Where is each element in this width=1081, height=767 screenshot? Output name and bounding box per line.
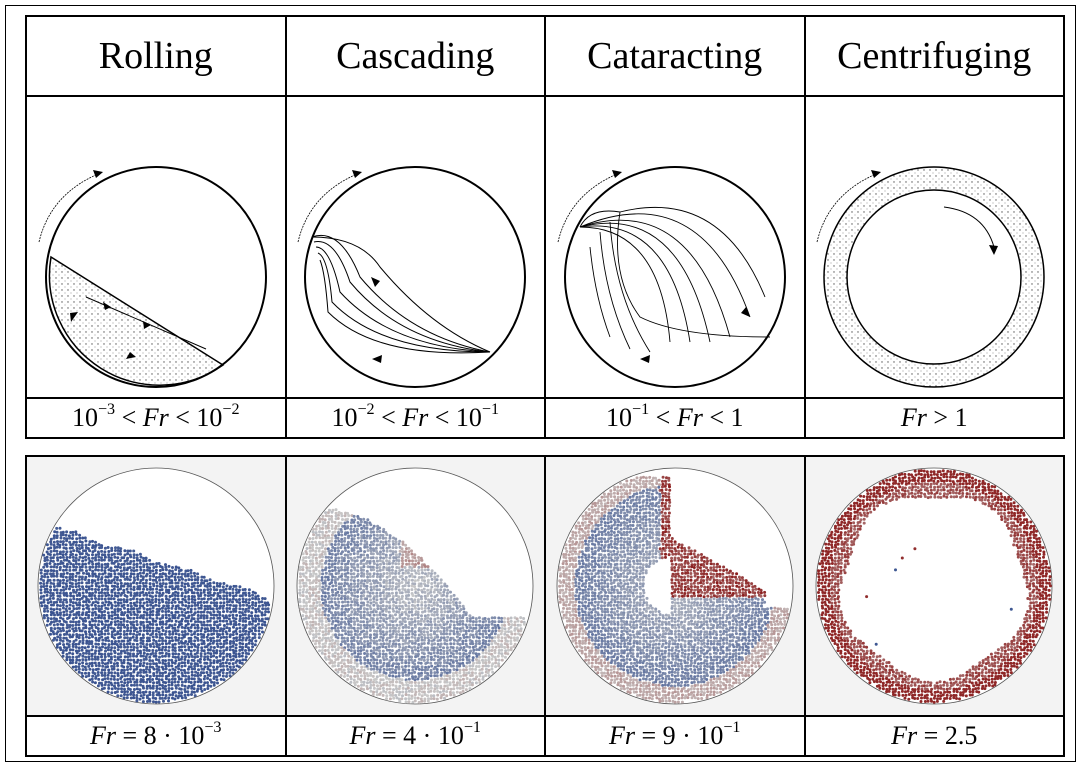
flow-arrow-icon bbox=[639, 307, 750, 363]
drum-outline bbox=[563, 166, 786, 388]
froude-centrifuging: Fr = 2.5 bbox=[803, 715, 1065, 757]
cascading-drum-diagram bbox=[297, 166, 527, 388]
range-cascading: 10−2 < Fr < 10−1 bbox=[284, 397, 546, 439]
simulation-cascading bbox=[284, 455, 546, 717]
simulation-table: Fr = 8 · 10−3 Fr = 4 · 10−1 Fr = 9 · 10−… bbox=[25, 455, 1065, 757]
header-cataracting: Cataracting bbox=[544, 15, 806, 97]
header-centrifuging: Centrifuging bbox=[803, 15, 1065, 97]
particles bbox=[557, 475, 789, 704]
regime-sketch-table: Rolling Cascading Cataracting Centrifugi… bbox=[25, 15, 1065, 439]
header-cascading: Cascading bbox=[284, 15, 546, 97]
froude-rolling: Fr = 8 · 10−3 bbox=[25, 715, 287, 757]
simulation-centrifuging bbox=[803, 455, 1065, 717]
rotation-arrow-icon bbox=[871, 170, 882, 178]
range-cataracting: 10−1 < Fr < 1 bbox=[544, 397, 806, 439]
simulation-snapshot bbox=[296, 467, 534, 705]
drum-outline bbox=[44, 166, 267, 388]
simulation-rolling bbox=[25, 455, 287, 717]
sketch-cascading bbox=[284, 95, 546, 399]
rotation-arc bbox=[38, 171, 103, 243]
rotation-arrow-icon bbox=[611, 170, 622, 178]
froude-cataracting: Fr = 9 · 10−1 bbox=[544, 715, 806, 757]
cataracting-drum-diagram bbox=[557, 166, 786, 388]
figure-frame bbox=[5, 5, 1076, 762]
rotation-arc bbox=[557, 171, 622, 243]
particles bbox=[817, 469, 1053, 704]
froude-cascading: Fr = 4 · 10−1 bbox=[284, 715, 546, 757]
flow-arrow-icon bbox=[371, 277, 383, 363]
simulation-snapshot bbox=[815, 467, 1053, 705]
particles bbox=[38, 526, 270, 704]
simulation-snapshot bbox=[556, 467, 794, 705]
centrifuging-drum-diagram bbox=[816, 166, 1046, 388]
sketch-cataracting bbox=[544, 95, 806, 399]
drum-outline bbox=[815, 467, 1053, 705]
sketch-centrifuging bbox=[803, 95, 1065, 399]
flow-arrow-icon bbox=[102, 302, 151, 329]
range-centrifuging: Fr > 1 bbox=[803, 397, 1065, 439]
simulation-cataracting bbox=[544, 455, 806, 717]
header-rolling: Rolling bbox=[25, 15, 287, 97]
flow-arrow-icon bbox=[989, 245, 999, 255]
rotation-arc bbox=[816, 171, 882, 243]
particles bbox=[298, 508, 527, 704]
rolling-drum-diagram bbox=[38, 166, 267, 388]
rotation-arrow-icon bbox=[92, 170, 103, 178]
particle-ring bbox=[823, 166, 1046, 388]
drum-outline bbox=[304, 166, 527, 388]
rotation-arrow-icon bbox=[352, 170, 363, 178]
flow-lines bbox=[312, 235, 491, 354]
trajectory-lines bbox=[579, 206, 770, 353]
flow-line bbox=[944, 206, 995, 248]
range-rolling: 10−3 < Fr < 10−2 bbox=[25, 397, 287, 439]
sketch-rolling bbox=[25, 95, 287, 399]
particle-bed bbox=[48, 255, 225, 386]
rotation-arc bbox=[297, 171, 363, 243]
simulation-snapshot bbox=[37, 467, 275, 705]
flow-arrow-icon bbox=[69, 312, 136, 359]
